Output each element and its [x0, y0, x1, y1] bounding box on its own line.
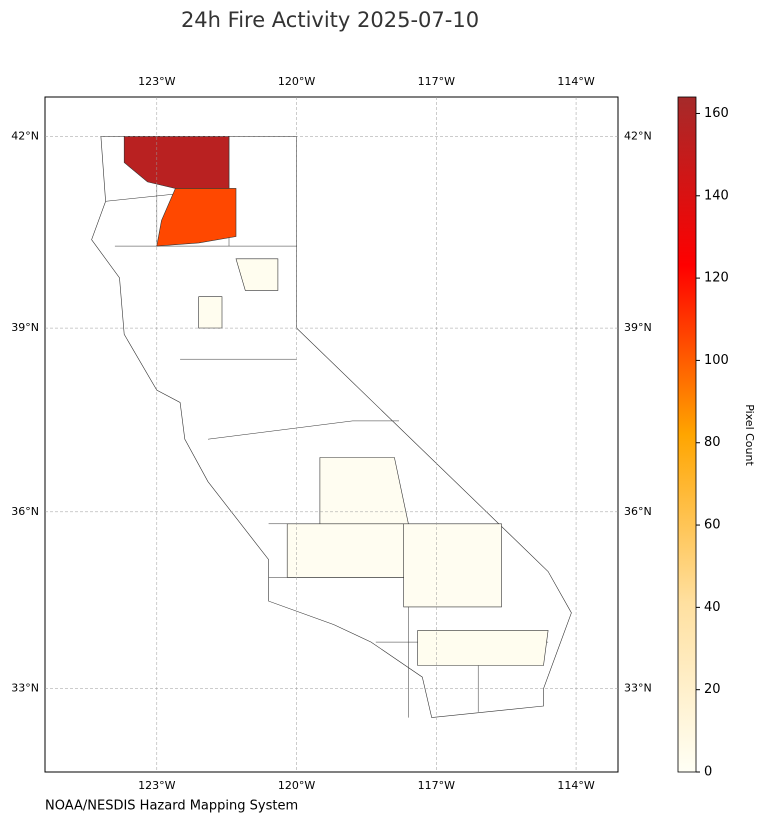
- colorbar-tick-label: 40: [704, 600, 721, 615]
- colorbar-tick-label: 0: [704, 765, 712, 780]
- y-tick-label: 42°N: [11, 129, 39, 142]
- colorbar-tick-label: 160: [704, 106, 729, 121]
- y-tick-label: 36°N: [11, 505, 39, 518]
- x-tick-label: 123°W: [138, 75, 175, 88]
- x-tick-label: 117°W: [418, 75, 455, 88]
- map-title: 24h Fire Activity 2025-07-10: [181, 8, 479, 32]
- county-border: [207, 420, 353, 440]
- county-fill: [417, 630, 549, 666]
- y-tick-label: 33°N: [11, 682, 39, 695]
- colorbar-label: Pixel Count: [743, 404, 756, 466]
- colorbar: [677, 96, 697, 773]
- x-tick-label: 120°W: [278, 779, 315, 792]
- colorbar-tick-label: 100: [704, 353, 729, 368]
- y-tick-label: 36°N: [624, 505, 652, 518]
- county-fill: [286, 523, 409, 578]
- x-tick-label: 123°W: [138, 779, 175, 792]
- county-fill: [403, 523, 502, 608]
- county-fill: [156, 188, 237, 247]
- colorbar-tick-label: 140: [704, 188, 729, 203]
- map-frame: [44, 96, 619, 773]
- county-fill: [198, 296, 223, 329]
- x-tick-label: 117°W: [418, 779, 455, 792]
- y-tick-label: 42°N: [624, 129, 652, 142]
- x-tick-label: 114°W: [557, 779, 594, 792]
- county-fill: [235, 258, 279, 291]
- x-tick-label: 114°W: [557, 75, 594, 88]
- x-tick-label: 120°W: [278, 75, 315, 88]
- y-tick-label: 39°N: [624, 321, 652, 334]
- source-note: NOAA/NESDIS Hazard Mapping System: [45, 799, 298, 814]
- colorbar-tick-label: 120: [704, 271, 729, 286]
- colorbar-tick-label: 20: [704, 682, 721, 697]
- colorbar-tick-label: 80: [704, 435, 721, 450]
- y-tick-label: 39°N: [11, 321, 39, 334]
- colorbar-tick-label: 60: [704, 518, 721, 533]
- county-fill: [319, 457, 409, 525]
- y-tick-label: 33°N: [624, 682, 652, 695]
